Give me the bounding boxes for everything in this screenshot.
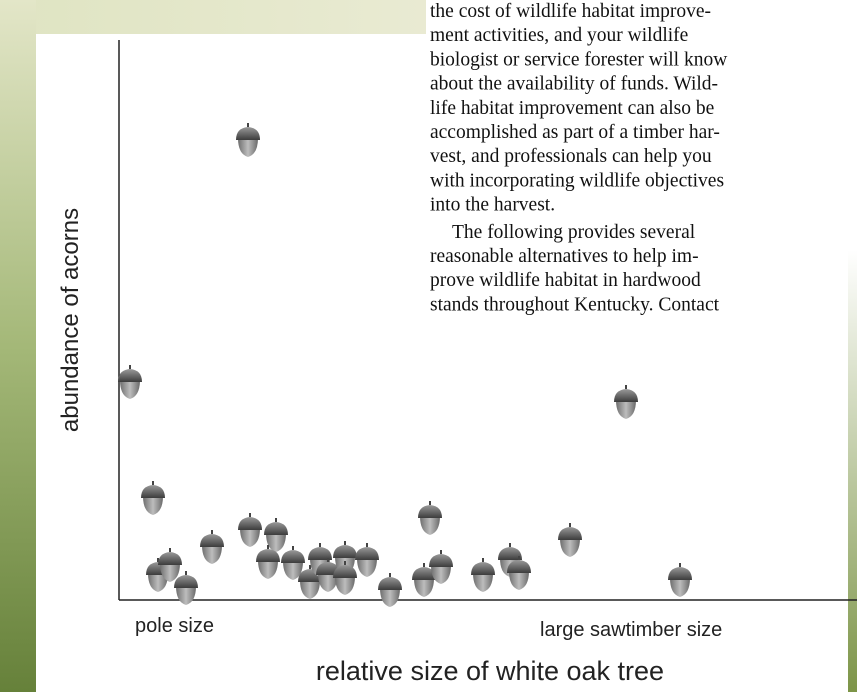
page: abundance of acorns pole size large sawt…	[0, 0, 857, 692]
left-band	[0, 0, 36, 692]
page-canvas: abundance of acorns pole size large sawt…	[0, 0, 857, 692]
text-line: reasonable alternatives to help im-	[430, 246, 699, 267]
text-line: vest, and professionals can help you	[430, 146, 712, 167]
text-line: into the harvest.	[430, 195, 555, 216]
text-line: ment activities, and your wildlife	[430, 25, 688, 46]
x-end-label: large sawtimber size	[540, 619, 722, 641]
text-line: accomplished as part of a timber har-	[430, 122, 720, 143]
text-line: life habitat improvement can also be	[430, 98, 714, 119]
right-band	[848, 250, 857, 692]
text-line: stands throughout Kentucky. Contact	[430, 294, 720, 315]
text-line: the cost of wildlife habitat improve-	[430, 1, 711, 22]
text-line: biologist or service forester will know	[430, 49, 727, 70]
x-start-label: pole size	[135, 615, 214, 637]
x-axis-label: relative size of white oak tree	[316, 656, 664, 686]
y-axis-label: abundance of acorns	[57, 208, 84, 432]
text-line: about the availability of funds. Wild-	[430, 74, 718, 95]
text-line: The following provides several	[452, 222, 696, 243]
text-line: with incorporating wildlife objectives	[430, 170, 724, 191]
text-line: prove wildlife habitat in hardwood	[430, 270, 701, 291]
